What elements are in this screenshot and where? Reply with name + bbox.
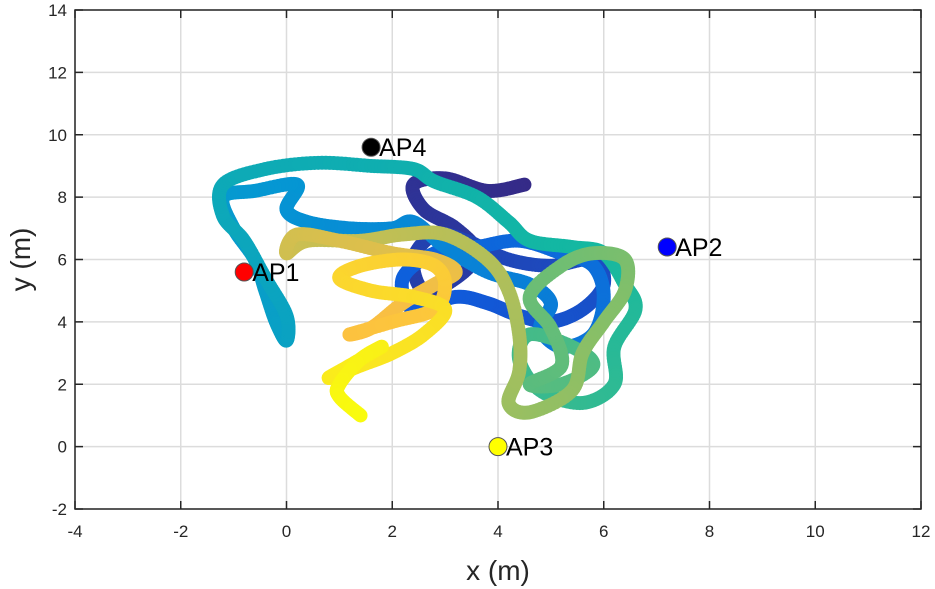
x-tick-label: 6	[599, 522, 608, 541]
x-tick-label: -2	[173, 522, 188, 541]
access-point-marker	[234, 262, 254, 282]
y-tick-label: 4	[58, 313, 67, 332]
x-tick-label: 2	[388, 522, 397, 541]
x-tick-label: 12	[912, 522, 931, 541]
y-tick-label: -2	[52, 500, 67, 519]
y-axis-label: y (m)	[5, 228, 36, 292]
access-point-label: AP2	[675, 234, 722, 262]
access-point-label: AP4	[379, 134, 426, 162]
access-point-marker	[361, 137, 381, 157]
x-tick-label: 8	[705, 522, 714, 541]
y-tick-labels: -2 0 2 4 6 8 10 12 14	[48, 1, 67, 519]
trajectory-series	[211, 155, 643, 423]
trajectory-point	[353, 408, 368, 423]
y-tick-label: 12	[48, 63, 67, 82]
access-point-label: AP1	[252, 259, 299, 287]
access-points: AP1 AP2 AP3 AP4	[234, 134, 722, 462]
y-tick-label: 6	[58, 251, 67, 270]
y-tick-label: 0	[58, 438, 67, 457]
y-tick-label: 2	[58, 375, 67, 394]
x-axis-label: x (m)	[466, 555, 530, 586]
y-tick-label: 14	[48, 1, 67, 20]
tick-marks	[74, 9, 922, 510]
x-tick-label: 10	[806, 522, 825, 541]
x-tick-label: -4	[67, 522, 82, 541]
access-point-marker	[657, 237, 677, 257]
y-tick-label: 10	[48, 126, 67, 145]
access-point-marker	[488, 437, 508, 457]
access-point-label: AP3	[506, 434, 553, 462]
x-tick-label: 4	[493, 522, 502, 541]
y-tick-label: 8	[58, 188, 67, 207]
x-tick-label: 0	[282, 522, 291, 541]
x-tick-labels: -4 -2 0 2 4 6 8 10 12	[67, 522, 930, 541]
